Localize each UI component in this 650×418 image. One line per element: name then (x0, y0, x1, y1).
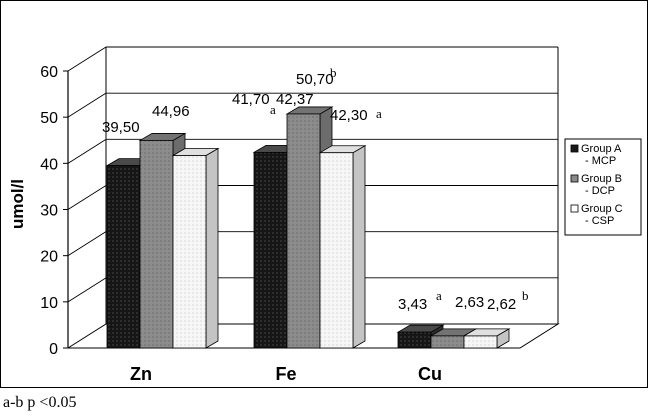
y-tick-label: 30 (40, 203, 58, 220)
data-label: 2,62 (487, 296, 516, 313)
legend-entry: Group C (581, 203, 623, 215)
legend-swatch (570, 174, 579, 183)
legend-box (564, 138, 642, 236)
gridline (67, 277, 107, 303)
legend-entry: Group B (581, 173, 622, 185)
y-axis-label: umol/l (8, 179, 27, 229)
category-label-fe: Fe (275, 364, 296, 384)
category-label-cu: Cu (418, 364, 442, 384)
legend-swatch (570, 204, 579, 213)
significance-mark: a (270, 102, 276, 117)
bar-side (352, 145, 366, 349)
bar-group-b-fe (286, 113, 321, 349)
gridline (67, 92, 107, 118)
data-label: 41,70 (232, 91, 270, 108)
significance-mark: b (522, 288, 529, 303)
y-tick-label: 0 (49, 341, 58, 358)
y-tick-label: 20 (40, 249, 58, 266)
significance-mark: a (436, 288, 442, 303)
data-label: 50,70 (296, 71, 334, 88)
gridline (67, 185, 107, 210)
legend-entry: Group A (581, 143, 622, 155)
bar-group-a-zn (106, 165, 141, 349)
data-label: 39,50 (102, 119, 140, 136)
bar-group-c-fe (319, 152, 354, 349)
bar-side (205, 147, 219, 349)
legend-swatch (570, 144, 579, 153)
data-label: 42,30 (330, 107, 368, 124)
legend-entry-sub: - MCP (585, 155, 616, 167)
y-tick-label: 60 (40, 64, 58, 81)
significance-mark: a (376, 106, 382, 121)
y-axis: 0 10 20 30 40 50 60 (40, 64, 69, 358)
category-labels: Zn Fe Cu (130, 364, 442, 384)
data-label: 42,37 (276, 91, 314, 108)
legend: Group A- MCP Group B- DCP Group C- CSP (564, 138, 642, 236)
bar-group-a-fe (253, 151, 288, 349)
y-tick-label: 10 (40, 295, 58, 312)
bar-group-b-cu (430, 335, 465, 349)
gridline (67, 46, 107, 72)
y-tick-label: 50 (40, 110, 58, 127)
footnote: a-b p <0.05 (3, 394, 77, 411)
data-label: 3,43 (398, 296, 427, 313)
bar-group-b-zn (139, 140, 174, 349)
gridline (67, 138, 107, 164)
y-tick-label: 40 (40, 156, 58, 173)
legend-entry-sub: - CSP (585, 215, 614, 227)
bar-group-a-cu (397, 331, 432, 349)
category-label-zn: Zn (130, 364, 152, 384)
legend-entry-sub: - DCP (585, 185, 615, 197)
bar-group-c-cu (463, 335, 498, 349)
data-label: 44,96 (152, 103, 190, 120)
gridline (67, 231, 107, 257)
bar-group-c-zn (172, 155, 207, 349)
chart-frame (0, 0, 648, 388)
significance-mark: b (330, 65, 337, 80)
data-label: 2,63 (455, 294, 484, 311)
bars (105, 106, 511, 349)
